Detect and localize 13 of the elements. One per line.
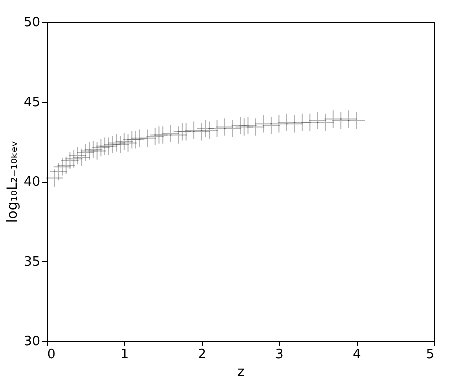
x-tick-label: 0 — [48, 348, 56, 362]
x-tick-label: 3 — [276, 348, 284, 362]
x-tick-label: 1 — [120, 348, 130, 362]
x-tick-label: 5 — [426, 348, 434, 362]
y-tick-label: 50 — [24, 16, 40, 30]
y-tick-label: 35 — [24, 254, 40, 270]
y-tick-label: 40 — [24, 175, 40, 190]
y-tick-label: 45 — [24, 95, 40, 110]
y-tick-label: 30 — [24, 334, 40, 350]
x-tick-label: 2 — [198, 348, 206, 362]
x-axis-title: z — [237, 364, 245, 379]
y-axis-title: log₁₀L₂₋₁₀ₖₑᵥ — [4, 140, 21, 224]
x-tick-label: 4 — [352, 348, 362, 362]
